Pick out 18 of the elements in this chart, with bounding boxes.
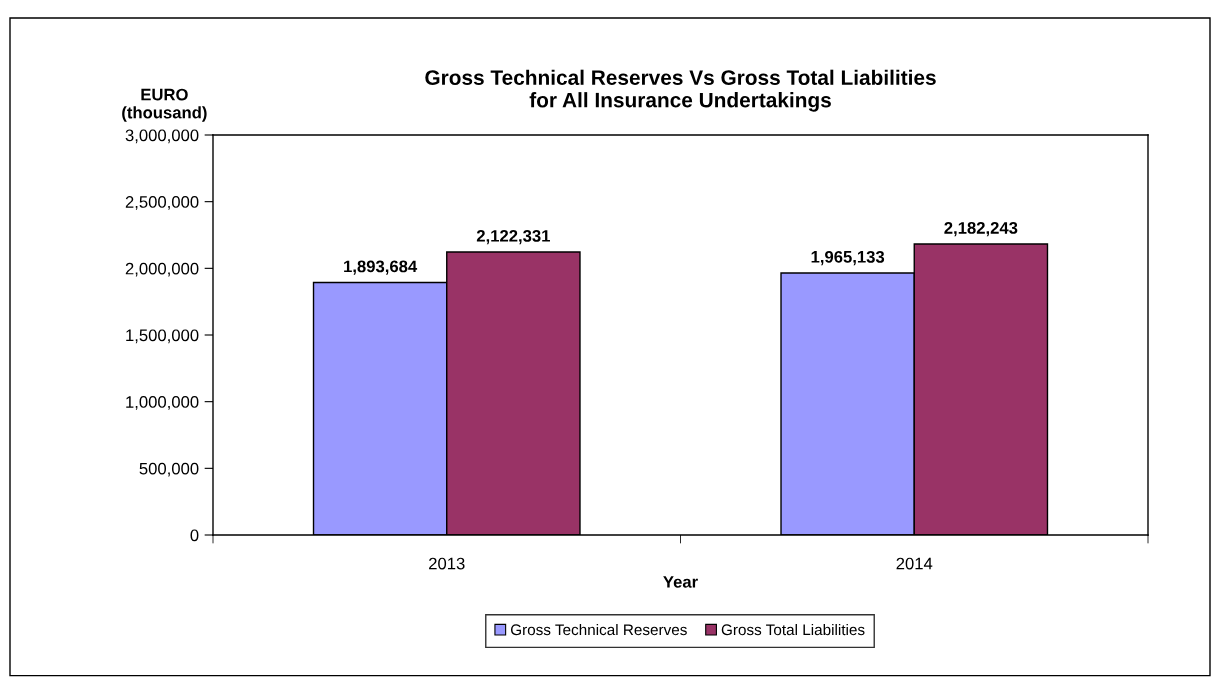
x-tick-label: 2013	[429, 557, 465, 570]
data-label: 2,122,331	[476, 229, 550, 245]
data-label: 1,893,684	[344, 260, 418, 275]
y-tick-label: 1,000,000	[126, 396, 199, 410]
y-tick-label: 500,000	[139, 462, 199, 477]
y-tick-label: 2,000,000	[125, 262, 199, 277]
chart-title: Gross Technical Reserves Vs Gross Total Liabilities for All Insurance Undertakings	[425, 69, 936, 112]
legend-label: Gross Technical Reserves	[510, 623, 687, 636]
y-tick-label: 0	[190, 529, 199, 542]
data-label: 1,965,133	[811, 250, 885, 266]
y-tick-label: 2,500,000	[125, 196, 199, 210]
y-axis-title: EURO (thousand)	[122, 88, 207, 122]
x-axis-title: Year	[663, 576, 698, 588]
y-tick-label: 1,500,000	[126, 329, 199, 344]
y-tick-label: 3,000,000	[125, 129, 199, 144]
legend-label: Gross Total Liabilities	[721, 623, 865, 636]
x-tick-label: 2014	[896, 557, 933, 570]
data-label: 2,182,243	[944, 221, 1018, 237]
